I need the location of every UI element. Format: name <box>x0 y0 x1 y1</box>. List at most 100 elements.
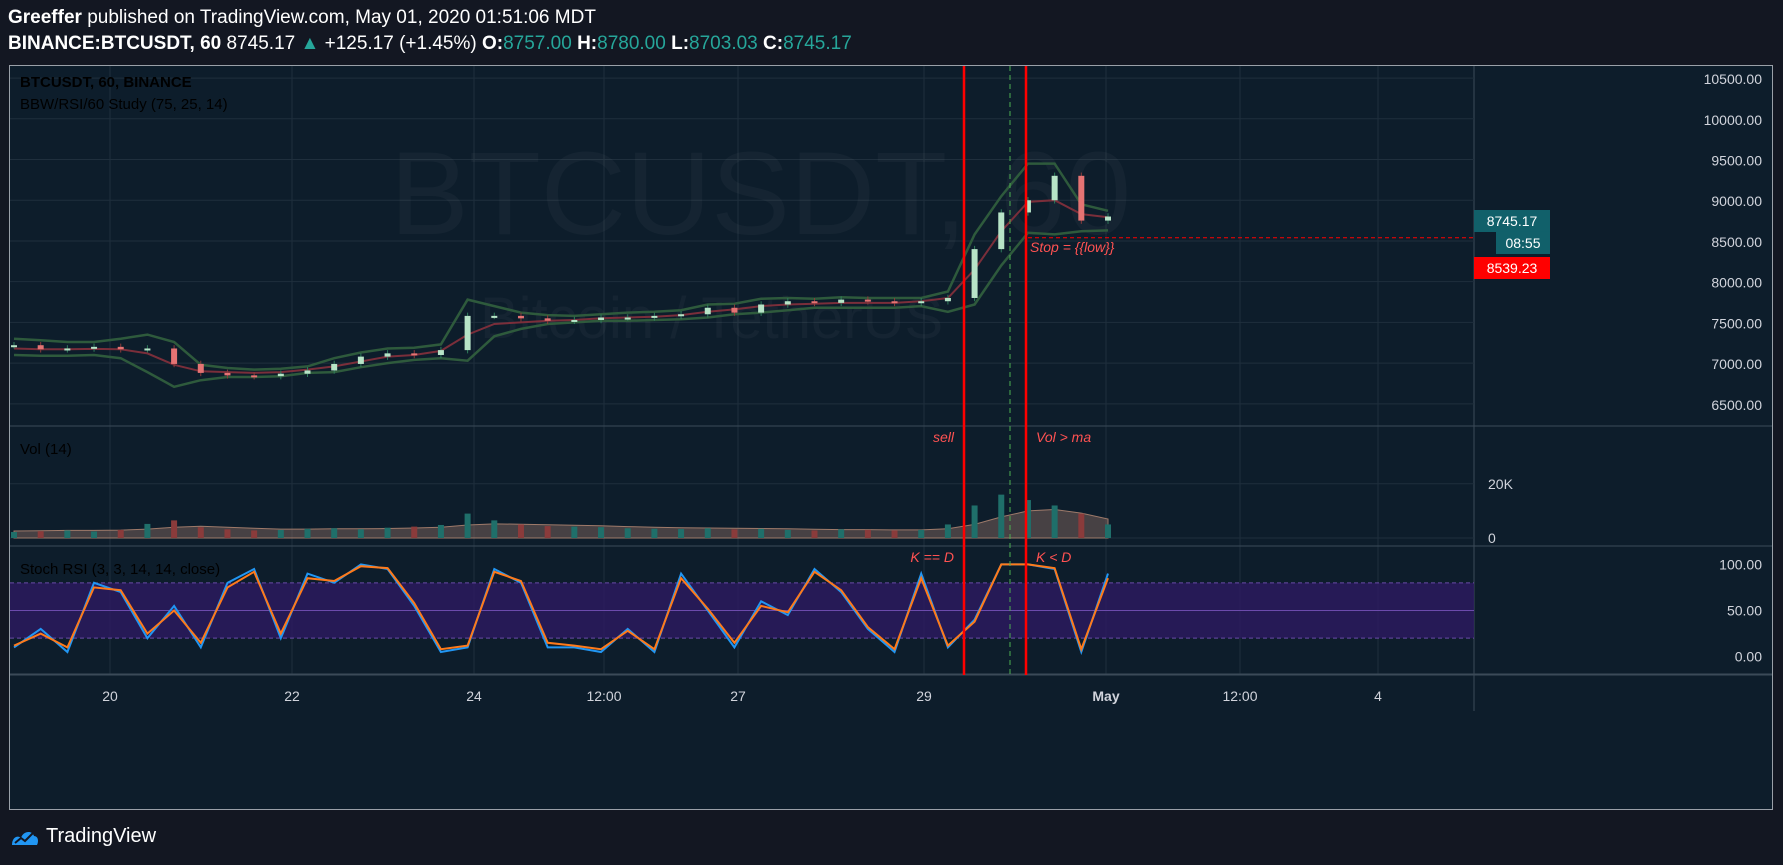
price-candle <box>998 212 1005 250</box>
volume-bar <box>491 520 498 538</box>
price-candle <box>838 299 845 303</box>
price-candle <box>1078 175 1085 221</box>
price-candle <box>704 307 711 315</box>
price-legend-study: BBW/RSI/60 Study (75, 25, 14) <box>20 96 228 113</box>
volume-bar <box>331 528 338 538</box>
price-candle <box>357 356 364 364</box>
price-candle <box>891 301 898 304</box>
price-candle <box>1024 200 1031 213</box>
price-candle <box>144 348 151 351</box>
price-tick-label: 6500.00 <box>1711 397 1762 413</box>
time-tick-label: 29 <box>916 688 932 704</box>
volume-bar <box>411 526 418 538</box>
price-change: +125.17 (+1.45%) <box>324 33 477 54</box>
volume-bar <box>998 494 1005 538</box>
price-candle <box>171 348 178 364</box>
stoch-rsi-tick-label: 50.00 <box>1727 603 1762 619</box>
price-candle <box>758 304 765 313</box>
up-arrow-icon: ▲ <box>300 33 320 54</box>
price-candle <box>331 363 338 371</box>
price-candle <box>37 345 44 350</box>
symbol-line: BINANCE:BTCUSDT, 60 8745.17 ▲ +125.17 (+… <box>8 33 852 55</box>
price-candle <box>971 249 978 298</box>
footer-brand-label: TradingView <box>46 825 157 847</box>
volume-bar <box>704 528 711 538</box>
published-text: published on TradingView.com, May 01, 20… <box>87 7 596 28</box>
volume-bar <box>598 527 605 538</box>
publish-line: Greeffer published on TradingView.com, M… <box>8 7 596 29</box>
volume-bar <box>651 528 658 538</box>
low-value: 8703.03 <box>689 33 758 54</box>
high-value: 8780.00 <box>597 33 666 54</box>
volume-bar <box>357 529 364 538</box>
price-candle <box>11 345 17 348</box>
price-candle <box>464 315 471 351</box>
price-candle <box>384 353 391 357</box>
volume-bar <box>517 524 524 538</box>
price-candle <box>491 315 498 318</box>
price-candle <box>1105 216 1111 221</box>
price-candle <box>517 315 524 319</box>
volume-bar <box>91 531 98 538</box>
volume-bar <box>971 505 978 538</box>
price-candle <box>784 301 791 305</box>
volume-bar <box>251 530 258 538</box>
time-tick-label: May <box>1092 688 1119 704</box>
k-less-d-annotation: K < D <box>1036 549 1071 565</box>
tradingview-logo-icon <box>12 831 38 845</box>
footer-brand[interactable]: TradingView <box>10 825 156 848</box>
price-tick-label: 9000.00 <box>1711 193 1762 209</box>
volume-bar <box>571 526 578 538</box>
price-candle <box>731 307 738 313</box>
volume-bar <box>64 530 71 538</box>
volume-bar <box>944 524 951 538</box>
price-candle <box>571 319 578 322</box>
price-candle <box>304 370 311 374</box>
volume-bar <box>758 528 765 538</box>
volume-bar <box>918 529 925 538</box>
chart-canvas[interactable]: 10500.00 10000.00 9500.00 9000.00 8500.00 800… <box>10 66 1772 809</box>
open-value: 8757.00 <box>503 33 572 54</box>
countdown-tag-label: 08:55 <box>1505 235 1540 251</box>
last-price-tag-label: 8745.17 <box>1487 213 1538 229</box>
price-candle <box>224 372 231 376</box>
price-tick-label: 10000.00 <box>1704 112 1763 128</box>
volume-bar <box>11 532 17 538</box>
chart-frame[interactable]: 10500.00 10000.00 9500.00 9000.00 8500.00 800… <box>9 65 1773 810</box>
author-name[interactable]: Greeffer <box>8 7 82 28</box>
price-legend-symbol: BTCUSDT, 60, BINANCE <box>20 74 192 91</box>
price-candle <box>678 314 685 317</box>
last-price-tag <box>1474 209 1550 232</box>
k-equals-d-annotation: K == D <box>910 549 954 565</box>
bollinger-lower-band <box>13 229 1109 389</box>
volume-bar <box>224 529 231 538</box>
price-candle <box>277 373 284 377</box>
time-tick-label: 12:00 <box>586 688 621 704</box>
price-candle <box>624 317 631 320</box>
symbol-watermark: BTCUSDT, 60 <box>390 128 1131 260</box>
price-candle <box>64 348 71 351</box>
countdown-tag <box>1496 231 1550 254</box>
time-tick-label: 24 <box>466 688 482 704</box>
volume-bar <box>144 523 151 538</box>
volume-bar <box>1024 500 1031 538</box>
close-label: C: <box>763 33 784 54</box>
open-label: O: <box>482 33 504 54</box>
volume-bar <box>731 529 738 538</box>
volume-bar <box>864 529 871 538</box>
price-candle <box>197 363 204 373</box>
price-candle <box>1051 175 1058 201</box>
volume-legend: Vol (14) <box>20 441 72 458</box>
price-candle <box>91 346 98 349</box>
close-value: 8745.17 <box>783 33 852 54</box>
price-candle <box>411 353 418 356</box>
time-tick-label: 4 <box>1374 688 1382 704</box>
volume-bar <box>277 529 284 538</box>
volume-ma-area <box>13 508 1109 539</box>
volume-bar <box>678 529 685 538</box>
price-candle <box>251 375 258 378</box>
price-tick-label: 8500.00 <box>1711 234 1762 250</box>
stop-price-tag <box>1474 256 1550 279</box>
stoch-rsi-d-line <box>13 563 1109 653</box>
stop-price-tag-label: 8539.23 <box>1487 260 1538 276</box>
